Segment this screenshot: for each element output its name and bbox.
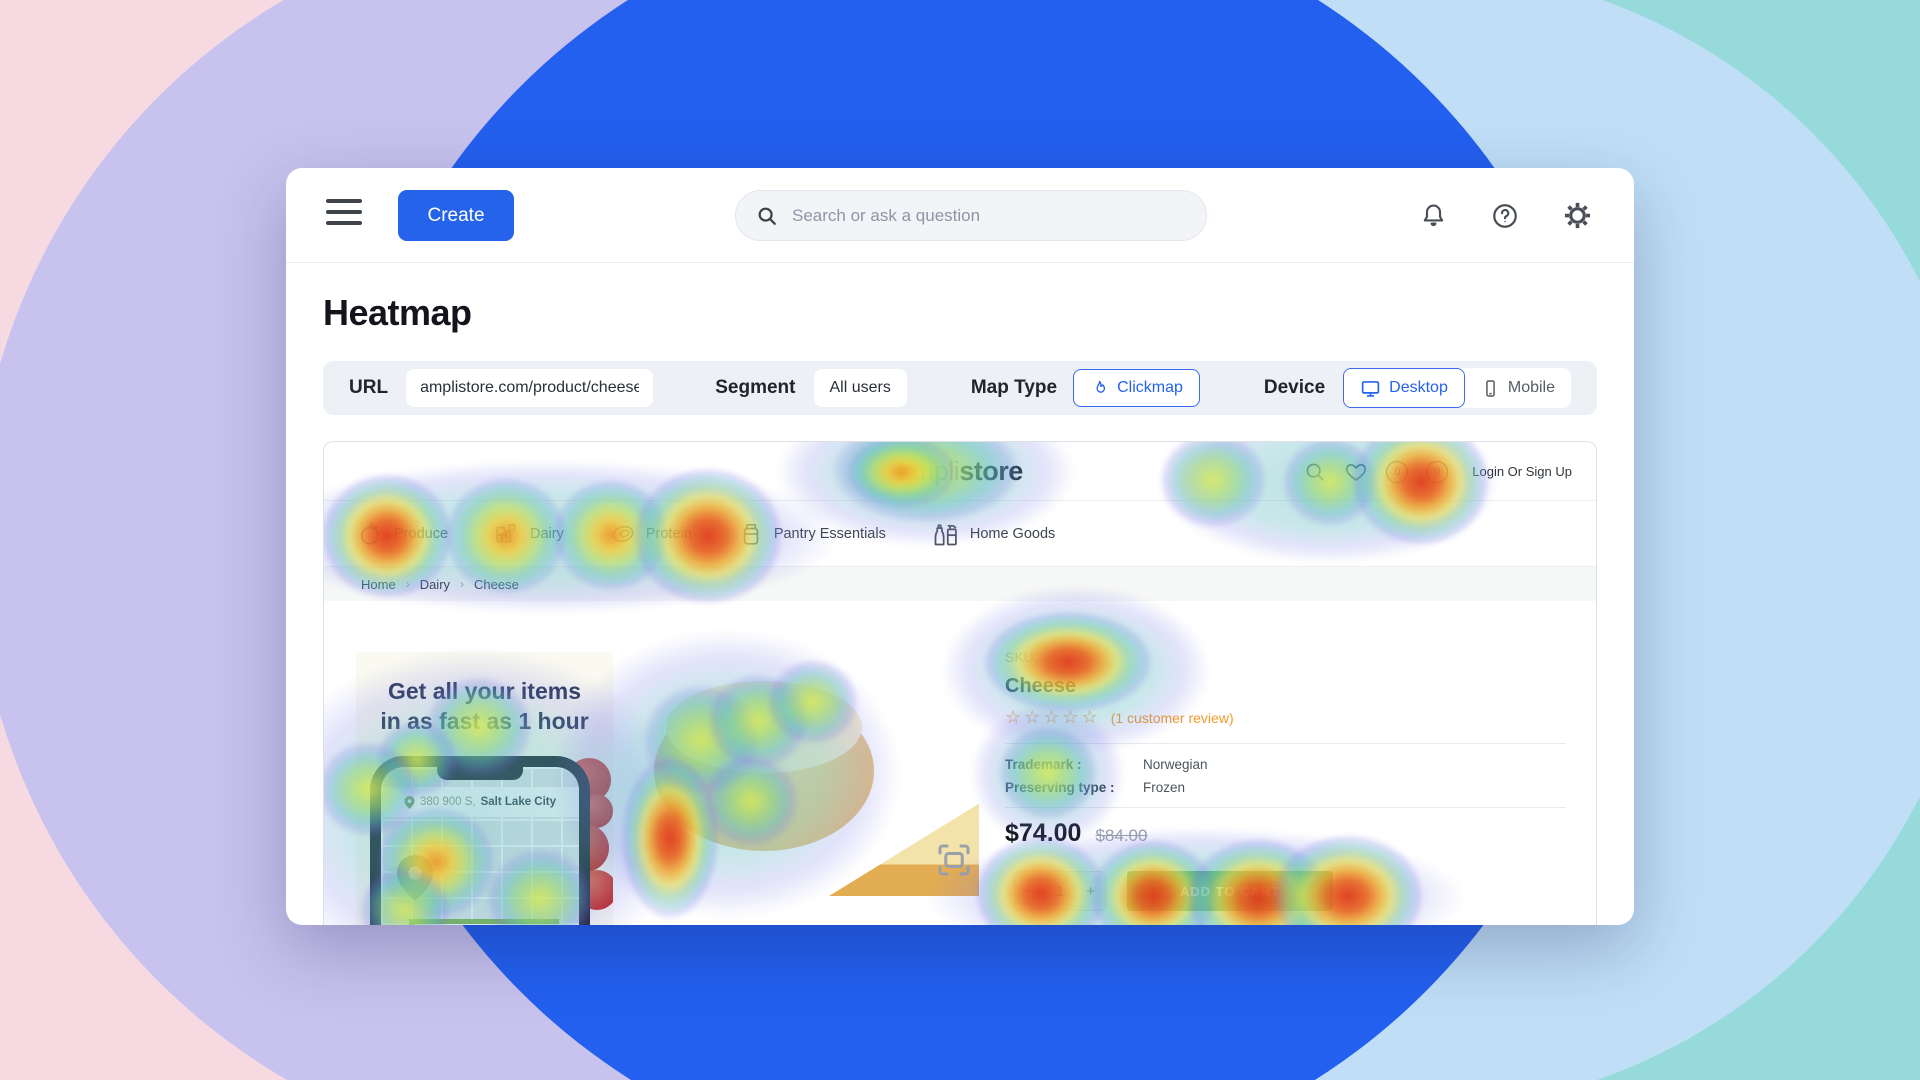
url-label: URL	[349, 377, 389, 398]
hamburger-menu-icon[interactable]	[326, 199, 362, 231]
global-search	[735, 190, 1207, 241]
app-topbar: Create	[286, 168, 1634, 263]
map-pin-icon	[396, 855, 434, 901]
quantity-stepper[interactable]: − 1 +	[1014, 871, 1106, 911]
site-logo[interactable]: amplistore	[897, 456, 1023, 486]
quantity-plus-button[interactable]: +	[1086, 882, 1095, 900]
spec-value-trademark: Norwegian	[1143, 757, 1208, 772]
divider	[1005, 807, 1566, 808]
product-sku: SKU:	[1005, 649, 1038, 665]
map-type-label: Map Type	[970, 377, 1058, 398]
device-desktop-button[interactable]: Desktop	[1343, 368, 1465, 408]
add-to-cart-button[interactable]: ADD TO CART	[1127, 871, 1333, 911]
notifications-bell-icon[interactable]	[1418, 201, 1448, 231]
app-window: Create Heatmap URL Segment All users Map…	[286, 168, 1634, 925]
desktop-icon	[1361, 380, 1380, 397]
segment-label: Segment	[715, 377, 796, 398]
review-link[interactable]: (1 customer review)	[1110, 709, 1234, 726]
device-mobile-button[interactable]: Mobile	[1465, 368, 1571, 408]
nav-item-dairy[interactable]: Dairy	[494, 521, 564, 547]
star-rating[interactable]: ☆☆☆☆☆	[1005, 707, 1101, 727]
help-icon[interactable]	[1490, 201, 1520, 231]
device-label: Device	[1263, 377, 1326, 398]
home-goods-icon	[934, 523, 957, 545]
search-input[interactable]	[792, 205, 1186, 226]
create-button[interactable]: Create	[398, 190, 514, 241]
expand-image-icon[interactable]	[933, 839, 975, 881]
nav-item-home-goods[interactable]: Home Goods	[932, 520, 1055, 548]
product-price: $74.00	[1005, 819, 1082, 847]
quantity-value: 1	[1055, 882, 1065, 900]
product-image-cheese	[624, 641, 1004, 925]
site-header: amplistore 0 0 Login Or Sign Up	[324, 442, 1596, 501]
phone-notch	[437, 767, 523, 780]
location-pin-icon	[404, 795, 415, 809]
nav-item-produce[interactable]: Produce	[358, 521, 448, 547]
breadcrumb-dairy[interactable]: Dairy	[419, 576, 451, 592]
segment-select[interactable]: All users	[813, 369, 907, 407]
protein-icon	[612, 525, 634, 542]
spec-value-preserving: Frozen	[1143, 780, 1186, 795]
quantity-minus-button[interactable]: −	[1025, 882, 1034, 900]
banner-headline: Get all your items in as fast as 1 hour	[380, 678, 589, 735]
dairy-icon	[496, 523, 516, 542]
heatmap-preview: amplistore 0 0 Login Or Sign Up Produce	[323, 441, 1597, 925]
spec-label-trademark: Trademark :	[1005, 757, 1082, 772]
device-toggle-group: Desktop Mobile	[1343, 368, 1571, 408]
phone-map-image: 380 900 S, Salt Lake City	[370, 756, 590, 925]
page-title: Heatmap	[323, 292, 472, 333]
site-category-nav: Produce Dairy Protein Pantry Essentials …	[324, 501, 1596, 566]
nav-item-protein[interactable]: Protein	[610, 521, 692, 547]
spec-label-preserving: Preserving type :	[1005, 780, 1115, 795]
breadcrumb-home[interactable]: Home	[361, 576, 396, 592]
produce-icon	[360, 522, 379, 545]
product-old-price: $84.00	[1095, 826, 1148, 845]
cart-count-badge[interactable]: 0	[1426, 460, 1449, 483]
breadcrumb-cheese[interactable]: Cheese	[474, 576, 519, 592]
breadcrumb-separator: ›	[460, 577, 465, 591]
divider	[1005, 743, 1566, 744]
login-link[interactable]: Login Or Sign Up	[1472, 464, 1572, 479]
filter-bar: URL Segment All users Map Type Clickmap …	[323, 361, 1597, 415]
map-type-clickmap-button[interactable]: Clickmap	[1073, 369, 1200, 407]
settings-gear-icon[interactable]	[1562, 201, 1592, 231]
wishlist-heart-icon[interactable]	[1344, 460, 1368, 484]
site-search-icon[interactable]	[1304, 461, 1326, 483]
nav-item-pantry[interactable]: Pantry Essentials	[738, 521, 886, 547]
pantry-icon	[743, 523, 759, 545]
mobile-icon	[1486, 379, 1495, 397]
delivery-promo-banner: Get all your items in as fast as 1 hour …	[356, 652, 613, 925]
url-input[interactable]	[406, 369, 654, 407]
compare-count-badge[interactable]: 0	[1386, 460, 1409, 483]
delivery-address: 380 900 S, Salt Lake City	[381, 787, 579, 817]
breadcrumb: Home › Dairy › Cheese	[324, 566, 1596, 601]
product-title: Cheese	[1005, 675, 1077, 697]
product-page-content: Get all your items in as fast as 1 hour …	[324, 601, 1596, 925]
flame-icon	[1096, 380, 1106, 393]
breadcrumb-separator: ›	[405, 577, 410, 591]
search-icon	[758, 207, 776, 225]
delivery-route-line	[409, 919, 559, 925]
